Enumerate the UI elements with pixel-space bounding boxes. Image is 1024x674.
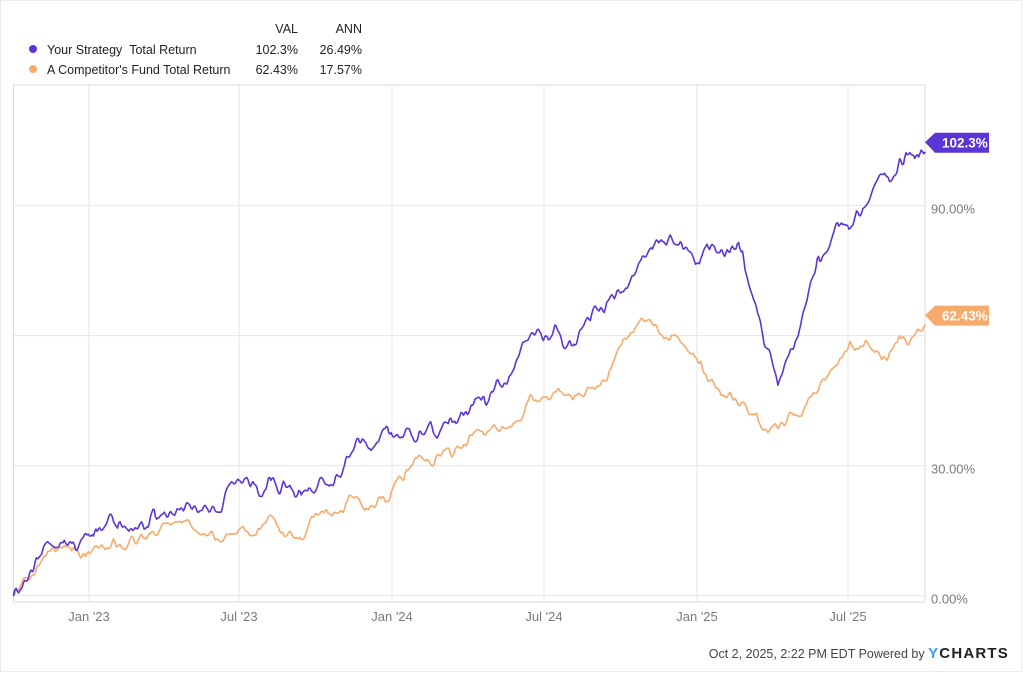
svg-text:102.3%: 102.3% [942,136,988,151]
svg-text:62.43%: 62.43% [942,308,988,323]
